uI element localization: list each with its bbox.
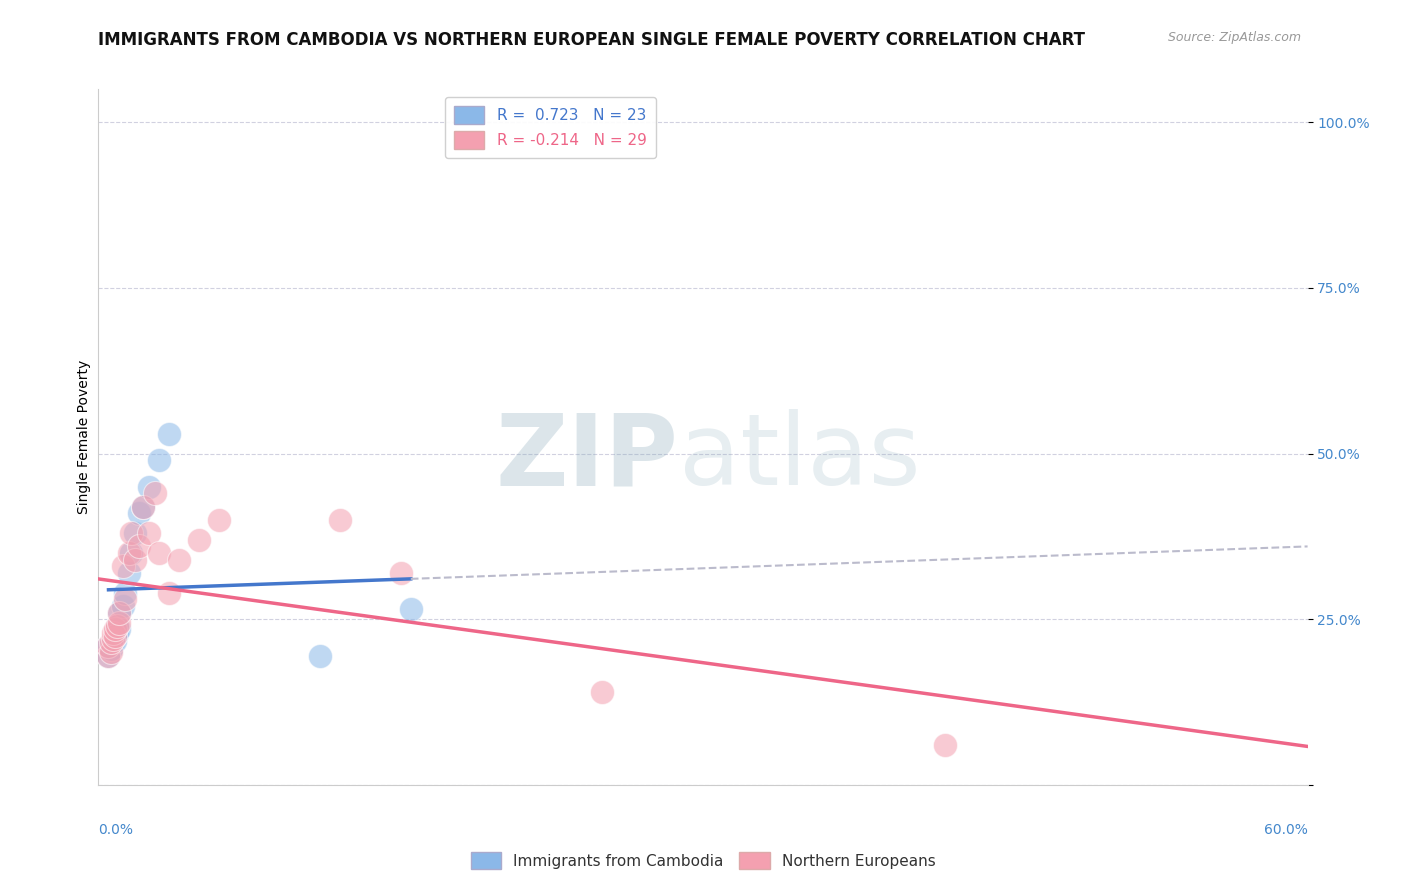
- Point: [124, 552, 146, 566]
- Point: [107, 606, 129, 620]
- Point: [118, 546, 141, 560]
- Point: [111, 559, 134, 574]
- Point: [157, 426, 180, 441]
- Point: [97, 648, 120, 663]
- Point: [101, 635, 124, 649]
- Y-axis label: Single Female Poverty: Single Female Poverty: [77, 360, 91, 514]
- Point: [105, 619, 128, 633]
- Point: [105, 619, 128, 633]
- Text: atlas: atlas: [679, 409, 921, 507]
- Point: [934, 738, 956, 752]
- Point: [101, 632, 124, 647]
- Point: [105, 625, 128, 640]
- Point: [107, 622, 129, 636]
- Point: [167, 552, 190, 566]
- Text: Source: ZipAtlas.com: Source: ZipAtlas.com: [1167, 31, 1301, 45]
- Text: 0.0%: 0.0%: [98, 822, 134, 837]
- Point: [138, 480, 160, 494]
- Point: [124, 526, 146, 541]
- Point: [118, 566, 141, 580]
- Point: [329, 513, 352, 527]
- Point: [97, 639, 120, 653]
- Point: [120, 526, 142, 541]
- Point: [389, 566, 412, 580]
- Point: [103, 633, 125, 648]
- Point: [157, 586, 180, 600]
- Text: 60.0%: 60.0%: [1264, 822, 1308, 837]
- Point: [114, 592, 136, 607]
- Point: [100, 642, 122, 657]
- Point: [128, 540, 150, 554]
- Point: [120, 546, 142, 560]
- Point: [143, 486, 166, 500]
- Point: [100, 635, 122, 649]
- Point: [107, 615, 129, 630]
- Point: [128, 506, 150, 520]
- Point: [138, 526, 160, 541]
- Legend: R =  0.723   N = 23, R = -0.214   N = 29: R = 0.723 N = 23, R = -0.214 N = 29: [444, 97, 655, 158]
- Point: [148, 453, 170, 467]
- Legend: Immigrants from Cambodia, Northern Europeans: Immigrants from Cambodia, Northern Europ…: [464, 846, 942, 875]
- Point: [148, 546, 170, 560]
- Point: [103, 622, 125, 636]
- Point: [100, 645, 122, 659]
- Point: [107, 606, 129, 620]
- Point: [111, 599, 134, 613]
- Point: [114, 586, 136, 600]
- Point: [399, 602, 422, 616]
- Text: ZIP: ZIP: [496, 409, 679, 507]
- Point: [591, 685, 613, 699]
- Point: [188, 533, 211, 547]
- Point: [208, 513, 231, 527]
- Point: [101, 625, 124, 640]
- Point: [103, 629, 125, 643]
- Point: [132, 500, 155, 514]
- Point: [97, 639, 120, 653]
- Point: [101, 632, 124, 647]
- Point: [103, 629, 125, 643]
- Text: IMMIGRANTS FROM CAMBODIA VS NORTHERN EUROPEAN SINGLE FEMALE POVERTY CORRELATION : IMMIGRANTS FROM CAMBODIA VS NORTHERN EUR…: [98, 31, 1085, 49]
- Point: [97, 648, 120, 663]
- Point: [309, 648, 332, 663]
- Point: [132, 500, 155, 514]
